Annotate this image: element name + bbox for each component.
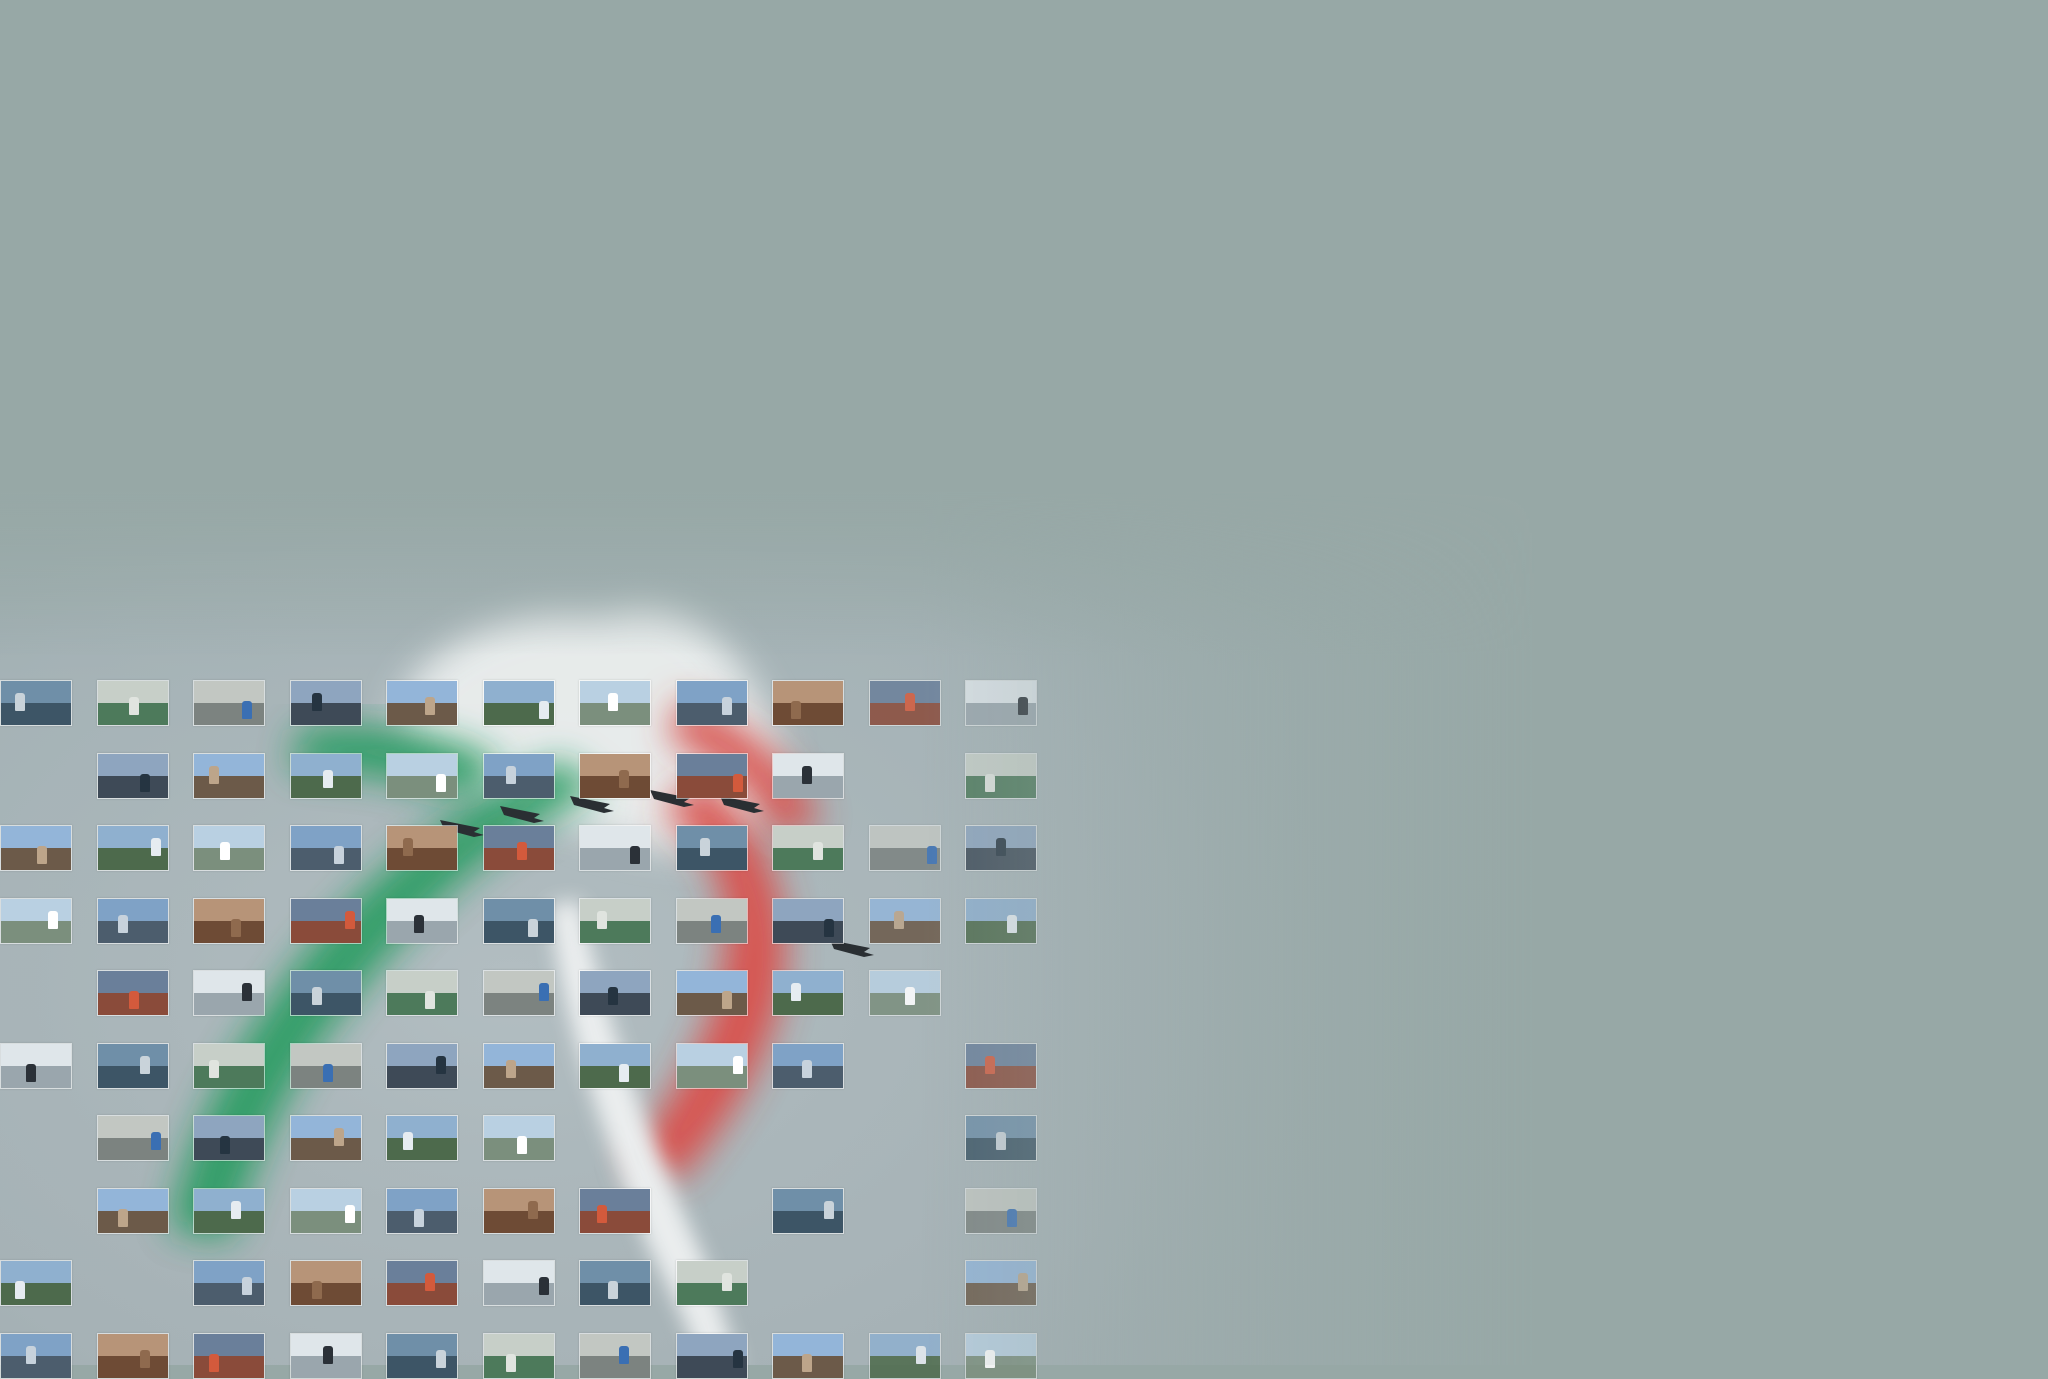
photo-thumbnail: [289, 752, 362, 799]
photo-thumbnail: [675, 825, 748, 871]
photo-thumbnail: [386, 680, 458, 726]
photo-thumbnail: [0, 680, 72, 726]
photo-thumbnail: [386, 897, 458, 944]
photo-thumbnail: [386, 1042, 458, 1089]
photo-thumbnail: [0, 825, 72, 871]
photo-thumbnail: [965, 897, 1037, 944]
photo-thumbnail: [675, 1042, 748, 1089]
photo-thumbnail: [289, 1115, 362, 1161]
photo-thumbnail: [289, 680, 362, 726]
photo-thumbnail: [96, 1332, 169, 1379]
photo-thumbnail: [289, 1332, 362, 1379]
photo-thumbnail: [386, 1260, 458, 1306]
photo-thumbnail: [675, 897, 748, 944]
photo-thumbnail: [193, 1332, 265, 1379]
photo-thumbnail: [772, 970, 844, 1016]
photo-thumbnail: [386, 752, 458, 799]
photo-thumbnail: [868, 970, 941, 1016]
photo-thumbnail: [193, 970, 265, 1016]
photo-thumbnail: [482, 1115, 555, 1161]
photo-thumbnail: [386, 1332, 458, 1379]
photo-thumbnail: [193, 1042, 265, 1089]
photo-thumbnail: [96, 680, 169, 726]
photo-thumbnail: [579, 825, 651, 871]
photo-thumbnail: [579, 752, 651, 799]
photo-thumbnail: [193, 752, 265, 799]
photo-thumbnail: [772, 1042, 844, 1089]
photo-thumbnail: [965, 1115, 1037, 1161]
photo-thumbnail: [772, 680, 844, 726]
photo-thumbnail: [193, 897, 265, 944]
photo-thumbnail: [772, 752, 844, 799]
photo-thumbnail: [965, 1332, 1037, 1379]
photo-thumbnail: [675, 1260, 748, 1306]
photo-thumbnail: [579, 680, 651, 726]
photo-thumbnail: [965, 1260, 1037, 1306]
photo-thumbnail: [289, 1042, 362, 1089]
photo-thumbnail: [772, 1187, 844, 1234]
photo-thumbnail: [579, 970, 651, 1016]
photo-thumbnail: [482, 1187, 555, 1234]
photo-thumbnail: [0, 1260, 72, 1306]
photo-thumbnail: [675, 752, 748, 799]
photo-thumbnail: [868, 1332, 941, 1379]
photo-thumbnail: [482, 1260, 555, 1306]
photo-thumbnail: [193, 1260, 265, 1306]
photo-thumbnail: [96, 1115, 169, 1161]
photo-thumbnail: [289, 825, 362, 871]
photo-thumbnail: [868, 825, 941, 871]
photo-thumbnail: [193, 825, 265, 871]
photo-thumbnail: [482, 1332, 555, 1379]
photo-thumbnail: [772, 1332, 844, 1379]
photo-thumbnail: [675, 1332, 748, 1379]
photo-thumbnail: [965, 1042, 1037, 1089]
photo-thumbnail: [579, 1042, 651, 1089]
photo-thumbnail: [482, 680, 555, 726]
photo-thumbnail: [482, 970, 555, 1016]
photo-thumbnail: [579, 897, 651, 944]
photo-thumbnail: [965, 752, 1037, 799]
photo-thumbnail: [868, 680, 941, 726]
photo-thumbnail: [386, 1187, 458, 1234]
photo-thumbnail: [0, 897, 72, 944]
photo-thumbnail: [96, 1042, 169, 1089]
photo-thumbnail: [289, 970, 362, 1016]
photo-thumbnail: [675, 970, 748, 1016]
photo-thumbnail: [579, 1332, 651, 1379]
photo-thumbnail: [289, 897, 362, 944]
photo-thumbnail: [289, 1187, 362, 1234]
photo-thumbnail: [579, 1260, 651, 1306]
photo-thumbnail: [772, 825, 844, 871]
photo-thumbnail: [289, 1260, 362, 1306]
photo-thumbnail: [96, 970, 169, 1016]
photo-thumbnail: [868, 897, 941, 944]
photo-thumbnail: [482, 897, 555, 944]
photo-thumbnail: [386, 970, 458, 1016]
photo-thumbnail: [482, 1042, 555, 1089]
photo-thumbnail: [482, 752, 555, 799]
photo-thumbnail: [965, 1187, 1037, 1234]
photo-thumbnail: [386, 1115, 458, 1161]
photo-thumbnail: [193, 680, 265, 726]
photo-thumbnail: [675, 680, 748, 726]
photo-thumbnail: [579, 1187, 651, 1234]
photo-thumbnail: [193, 1187, 265, 1234]
photo-thumbnail: [0, 1332, 72, 1379]
photo-thumbnail: [96, 1187, 169, 1234]
photo-thumbnail: [772, 897, 844, 944]
photo-thumbnail: [0, 1042, 72, 1089]
photo-thumbnail: [482, 825, 555, 871]
photo-thumbnail: [96, 897, 169, 944]
photo-thumbnail: [96, 825, 169, 871]
photo-thumbnail: [965, 680, 1037, 726]
photo-thumbnail: [96, 752, 169, 799]
photo-thumbnail: [193, 1115, 265, 1161]
photo-thumbnail: [386, 825, 458, 871]
photo-thumbnail: [965, 825, 1037, 871]
